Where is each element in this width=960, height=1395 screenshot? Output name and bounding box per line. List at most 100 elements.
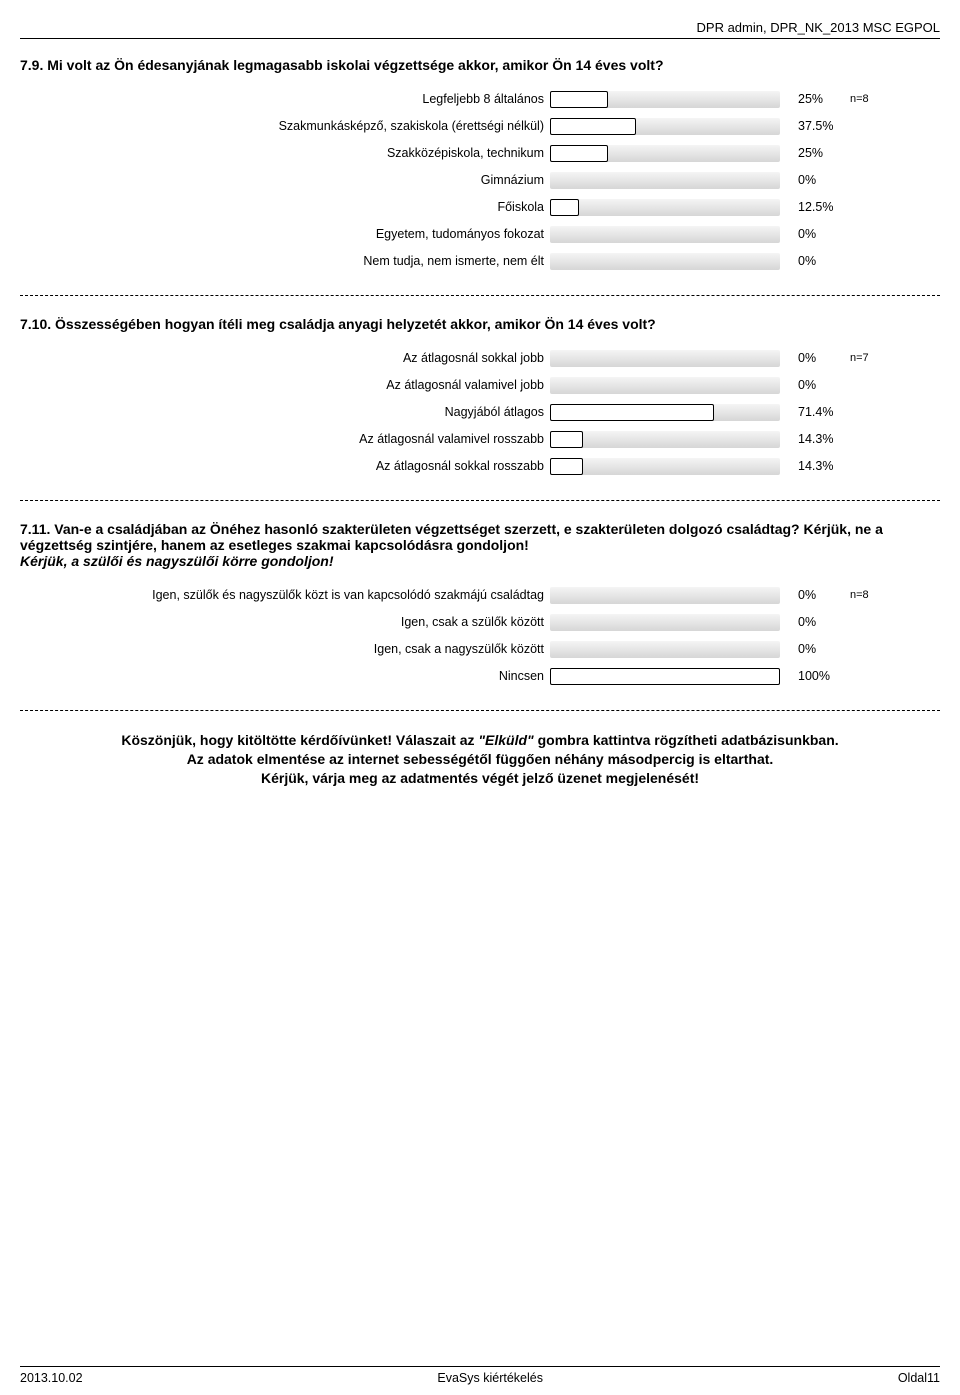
chart-row: Legfeljebb 8 általános 25% n=8 (20, 87, 940, 111)
row-pct: 0% (780, 588, 850, 602)
bar-bg (550, 199, 780, 216)
chart-row: Szakközépiskola, technikum 25% (20, 141, 940, 165)
row-pct: 0% (780, 227, 850, 241)
chart-row: Egyetem, tudományos fokozat 0% (20, 222, 940, 246)
row-label: Az átlagosnál sokkal rosszabb (20, 459, 550, 473)
bar-fill (550, 431, 583, 448)
chart-rows: Legfeljebb 8 általános 25% n=8 Szakmunká… (20, 87, 940, 273)
row-label: Igen, csak a nagyszülők között (20, 642, 550, 656)
bar-bg (550, 377, 780, 394)
chart-row: Szakmunkásképző, szakiskola (érettségi n… (20, 114, 940, 138)
row-label: Nincsen (20, 669, 550, 683)
bar-wrap (550, 587, 780, 604)
row-label: Nem tudja, nem ismerte, nem élt (20, 254, 550, 268)
chart-row: Nagyjából átlagos 71.4% (20, 400, 940, 424)
page: DPR admin, DPR_NK_2013 MSC EGPOL 7.9. Mi… (0, 0, 960, 788)
row-pct: 14.3% (780, 432, 850, 446)
row-pct: 0% (780, 378, 850, 392)
chart-row: Az átlagosnál valamivel jobb 0% (20, 373, 940, 397)
row-label: Legfeljebb 8 általános (20, 92, 550, 106)
row-pct: 0% (780, 351, 850, 365)
bar-wrap (550, 91, 780, 108)
bar-bg (550, 431, 780, 448)
bar-wrap (550, 253, 780, 270)
header-text: DPR admin, DPR_NK_2013 MSC EGPOL (20, 20, 940, 35)
chart-row: Nincsen 100% (20, 664, 940, 688)
bar-wrap (550, 145, 780, 162)
row-label: Igen, csak a szülők között (20, 615, 550, 629)
bar-bg (550, 350, 780, 367)
row-pct: 25% (780, 92, 850, 106)
bar-bg (550, 587, 780, 604)
row-label: Az átlagosnál valamivel jobb (20, 378, 550, 392)
bar-wrap (550, 377, 780, 394)
bar-bg (550, 641, 780, 658)
row-pct: 37.5% (780, 119, 850, 133)
bar-wrap (550, 350, 780, 367)
thank-line1c: gombra kattintva rögzítheti adatbázisunk… (534, 732, 839, 748)
row-label: Az átlagosnál sokkal jobb (20, 351, 550, 365)
bar-wrap (550, 172, 780, 189)
divider (20, 710, 940, 711)
question-7-9: 7.9. Mi volt az Ön édesanyjának legmagas… (20, 57, 940, 273)
question-title-text: 7.11. Van-e a családjában az Önéhez haso… (20, 521, 883, 553)
question-title: 7.11. Van-e a családjában az Önéhez haso… (20, 521, 940, 569)
bar-fill (550, 145, 608, 162)
divider (20, 295, 940, 296)
chart-row: Gimnázium 0% (20, 168, 940, 192)
bar-wrap (550, 458, 780, 475)
row-pct: 0% (780, 254, 850, 268)
bar-bg (550, 172, 780, 189)
bar-wrap (550, 614, 780, 631)
chart-row: Igen, csak a nagyszülők között 0% (20, 637, 940, 661)
row-label: Az átlagosnál valamivel rosszabb (20, 432, 550, 446)
thank-line3: Kérjük, várja meg az adatmentés végét je… (261, 770, 699, 786)
bar-bg (550, 614, 780, 631)
bar-wrap (550, 118, 780, 135)
question-7-10: 7.10. Összességében hogyan ítéli meg csa… (20, 316, 940, 478)
bar-bg (550, 226, 780, 243)
bar-wrap (550, 226, 780, 243)
row-pct: 0% (780, 642, 850, 656)
row-pct: 100% (780, 669, 850, 683)
chart-rows: Az átlagosnál sokkal jobb 0% n=7 Az átla… (20, 346, 940, 478)
row-label: Gimnázium (20, 173, 550, 187)
bar-wrap (550, 199, 780, 216)
bar-wrap (550, 404, 780, 421)
thank-you-block: Köszönjük, hogy kitöltötte kérdőívünket!… (20, 731, 940, 788)
bar-fill (550, 458, 583, 475)
chart-row: Az átlagosnál sokkal rosszabb 14.3% (20, 454, 940, 478)
row-n: n=8 (850, 93, 869, 105)
row-pct: 0% (780, 173, 850, 187)
question-7-11: 7.11. Van-e a családjában az Önéhez haso… (20, 521, 940, 688)
row-label: Szakközépiskola, technikum (20, 146, 550, 160)
bar-wrap (550, 641, 780, 658)
chart-row: Az átlagosnál sokkal jobb 0% n=7 (20, 346, 940, 370)
bar-fill (550, 199, 579, 216)
footer-center: EvaSys kiértékelés (437, 1371, 543, 1385)
bar-fill (550, 91, 608, 108)
thank-line1b: "Elküld" (478, 732, 533, 748)
bar-bg (550, 253, 780, 270)
bar-fill (550, 404, 714, 421)
chart-rows: Igen, szülők és nagyszülők közt is van k… (20, 583, 940, 688)
footer: 2013.10.02 EvaSys kiértékelés Oldal11 (20, 1366, 940, 1385)
chart-row: Főiskola 12.5% (20, 195, 940, 219)
question-title: 7.9. Mi volt az Ön édesanyjának legmagas… (20, 57, 940, 73)
thank-line1a: Köszönjük, hogy kitöltötte kérdőívünket!… (121, 732, 478, 748)
bar-wrap (550, 431, 780, 448)
row-label: Nagyjából átlagos (20, 405, 550, 419)
row-pct: 0% (780, 615, 850, 629)
bar-bg (550, 458, 780, 475)
chart-row: Igen, szülők és nagyszülők közt is van k… (20, 583, 940, 607)
footer-left: 2013.10.02 (20, 1371, 83, 1385)
row-pct: 71.4% (780, 405, 850, 419)
row-pct: 14.3% (780, 459, 850, 473)
bar-wrap (550, 668, 780, 685)
row-label: Igen, szülők és nagyszülők közt is van k… (20, 588, 550, 602)
row-label: Főiskola (20, 200, 550, 214)
row-pct: 12.5% (780, 200, 850, 214)
chart-row: Nem tudja, nem ismerte, nem élt 0% (20, 249, 940, 273)
row-label: Szakmunkásképző, szakiskola (érettségi n… (20, 119, 550, 133)
row-n: n=8 (850, 589, 869, 601)
